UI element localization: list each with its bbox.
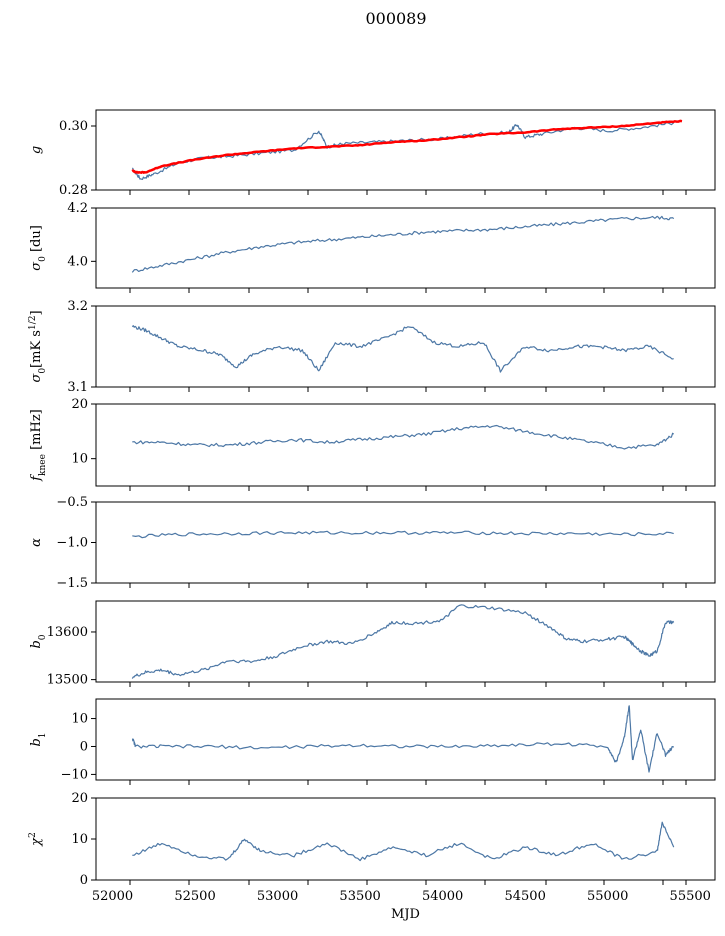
y-label-symbol: σ xyxy=(29,373,44,383)
y-axis-label: b1 xyxy=(29,732,48,746)
y-axis-label: σ0 [du] xyxy=(29,225,48,271)
y-label-symbol: α xyxy=(29,538,44,547)
y-label-subscript: 0 xyxy=(38,256,48,262)
axes-frame xyxy=(95,600,716,683)
series-line-1 xyxy=(131,705,675,773)
axes-frame xyxy=(95,207,716,289)
panel-3: 3.1 3.2 σ0[mK s1/2] xyxy=(28,299,716,395)
y-tick-label: 20 xyxy=(71,791,88,806)
y-label-superscript: 2 xyxy=(28,832,38,838)
y-tick-label: 3.2 xyxy=(67,299,88,314)
panel-5: −1.5 −1.0 −0.5 α xyxy=(29,495,716,591)
y-tick-label: −1.0 xyxy=(56,536,88,551)
axes-frame xyxy=(95,797,716,881)
axes-frame xyxy=(95,109,716,191)
series-line-1 xyxy=(132,530,674,539)
y-tick-label: −0.5 xyxy=(56,495,88,510)
figure-title: 000089 xyxy=(365,9,426,28)
axes-frame xyxy=(95,501,716,584)
series-line-2 xyxy=(131,119,683,174)
x-tick-label: 54500 xyxy=(504,889,545,904)
series-line-1 xyxy=(131,215,675,273)
y-tick-label: −10 xyxy=(61,767,88,782)
y-label-bracket: ] xyxy=(29,310,44,315)
y-label-subscript: knee xyxy=(38,454,48,476)
panel-8: 0 10 20 52000 52500 53000 53500 54000 54500 55000… xyxy=(28,791,716,922)
axes-frame xyxy=(95,698,716,781)
x-tick-label: 55500 xyxy=(670,889,711,904)
axes-frame xyxy=(95,305,716,388)
series-line-1 xyxy=(131,604,675,679)
x-axis-label: MJD xyxy=(391,907,420,922)
panel-2: 4.0 4.2 σ0 [du] xyxy=(29,201,716,293)
x-tick-label: 52000 xyxy=(92,889,133,904)
y-axis-label: χ2 xyxy=(28,832,44,847)
panel-1: 0.28 0.30 g xyxy=(29,109,716,198)
y-axis-label: σ0[mK s1/2] xyxy=(28,310,48,382)
x-tick-label: 53500 xyxy=(339,889,380,904)
axes-frame xyxy=(95,403,716,487)
y-tick-label: 10 xyxy=(71,832,88,847)
x-tick-label: 54000 xyxy=(422,889,463,904)
y-tick-label: 0 xyxy=(80,873,88,888)
y-tick-label: 20 xyxy=(71,397,88,412)
y-label-symbol: f xyxy=(29,474,44,482)
series-line-1 xyxy=(132,821,675,862)
y-tick-label: −1.5 xyxy=(56,576,88,591)
y-label-exponent: 1/2 xyxy=(28,316,38,330)
y-label-subscript: 0 xyxy=(38,368,48,374)
x-tick-label: 53000 xyxy=(257,889,298,904)
y-tick-label: 0.30 xyxy=(59,119,88,134)
y-axis-label: α xyxy=(29,538,44,547)
y-tick-label: 0 xyxy=(80,739,88,754)
y-tick-label: 0.28 xyxy=(59,183,88,198)
y-label-unit: [mHz] xyxy=(29,409,44,454)
y-tick-label: 13600 xyxy=(47,625,88,640)
y-label-subscript: 0 xyxy=(38,634,48,640)
y-tick-label: 4.2 xyxy=(67,201,88,216)
y-axis-label: fknee [mHz] xyxy=(29,409,48,482)
x-tick-label: 55000 xyxy=(587,889,628,904)
y-tick-label: 10 xyxy=(71,452,88,467)
y-label-unit: [mK s xyxy=(29,330,44,368)
y-label-subscript: 1 xyxy=(38,732,48,738)
panel-7: −10 0 10 b1 xyxy=(29,698,716,785)
panel-4: 10 20 fknee [mHz] xyxy=(29,397,716,491)
y-axis-label: g xyxy=(29,146,44,154)
series-line-1 xyxy=(132,424,675,450)
y-tick-label: 13500 xyxy=(47,673,88,688)
y-label-symbol: g xyxy=(29,146,44,154)
series-line-1 xyxy=(131,121,675,180)
y-tick-label: 10 xyxy=(71,712,88,727)
y-tick-label: 3.1 xyxy=(67,380,88,395)
y-label-symbol: b xyxy=(29,738,44,746)
x-tick-label: 52500 xyxy=(174,889,215,904)
y-axis-label: b0 xyxy=(29,634,48,648)
y-label-symbol: b xyxy=(29,640,44,648)
y-label-symbol: χ xyxy=(29,837,44,847)
y-tick-label: 4.0 xyxy=(67,254,88,269)
series-line-1 xyxy=(131,325,674,373)
y-label-symbol: σ xyxy=(29,261,44,271)
y-label-unit: [du] xyxy=(29,225,44,256)
